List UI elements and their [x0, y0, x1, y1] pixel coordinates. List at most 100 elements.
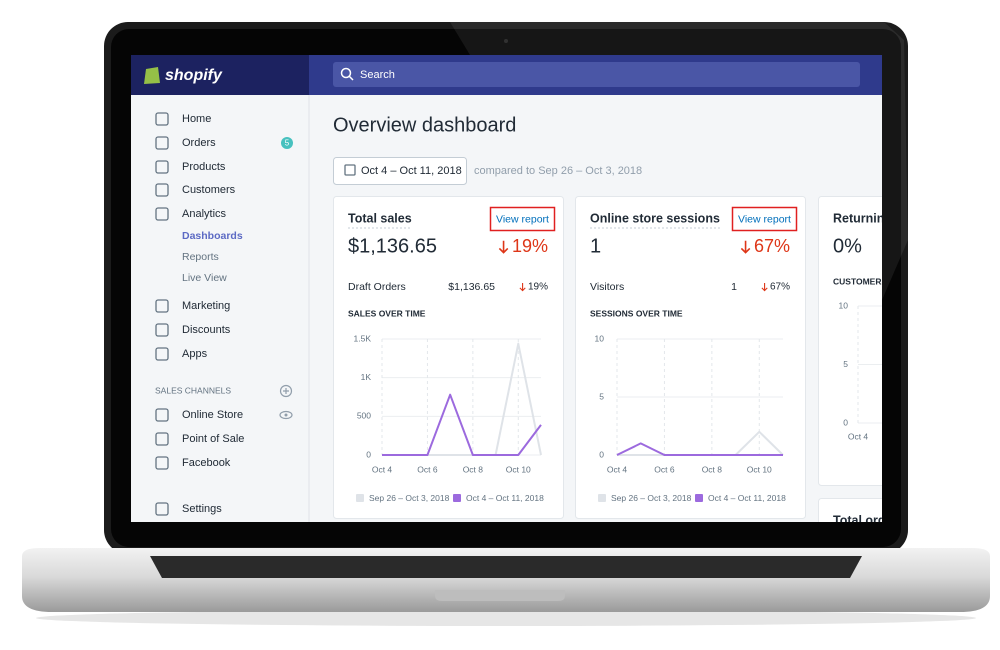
add-channel-icon — [283, 388, 289, 394]
brand-bar — [131, 55, 309, 95]
y-tick-label: 5 — [599, 391, 604, 401]
view-icon — [279, 410, 293, 420]
card — [575, 196, 806, 519]
nav-item[interactable]: Customers — [182, 184, 236, 196]
legend-swatch — [695, 494, 703, 502]
compare-text: compared to Sep 26 – Oct 3, 2018 — [474, 165, 642, 177]
card — [818, 498, 882, 522]
highlight-box — [489, 206, 556, 232]
x-tick-label: Oct 10 — [506, 464, 531, 474]
nav-icon — [155, 323, 169, 337]
legend-swatch — [356, 494, 364, 502]
x-tick-label: Oct 8 — [463, 464, 484, 474]
nav-icon — [155, 136, 169, 150]
series-line — [616, 442, 783, 456]
x-tick-label: Oct 6 — [654, 464, 675, 474]
search-placeholder: Search — [360, 69, 395, 81]
metric-value: 0% — [833, 235, 862, 257]
metric-change: 67% — [754, 236, 790, 256]
x-tick-label: Oct 4 — [848, 431, 869, 441]
add-channel-icon[interactable] — [279, 384, 293, 398]
nav-icon — [155, 207, 169, 221]
keyboard-slot — [150, 556, 862, 578]
card-title: Online store sessions — [590, 211, 720, 225]
nav-item[interactable]: Home — [182, 113, 211, 125]
x-tick-label: Oct 6 — [417, 464, 438, 474]
card — [333, 196, 564, 519]
card-title: Total sales — [348, 211, 412, 225]
nav-icon — [155, 432, 169, 446]
nav-item[interactable]: Orders — [182, 137, 216, 149]
nav-icon — [155, 456, 169, 470]
legend-label: Oct 4 – Oct 11, 2018 — [708, 493, 786, 503]
nav-icon — [155, 347, 169, 361]
nav-icon — [155, 408, 169, 422]
card-title: Total ord — [833, 513, 882, 522]
arrow-down-icon — [761, 282, 768, 292]
row-change: 67% — [770, 282, 790, 293]
y-tick-label: 5 — [843, 359, 848, 369]
search-icon — [348, 75, 354, 81]
nav-icon — [155, 112, 169, 126]
arrow-down-icon — [519, 282, 526, 292]
date-button[interactable] — [333, 157, 467, 185]
row-label: Visitors — [590, 281, 624, 293]
screen: shopify Search Overview dashboard Oct 4 … — [131, 55, 882, 522]
camera — [504, 39, 508, 43]
y-tick-label: 10 — [839, 300, 849, 310]
y-tick-label: 0 — [599, 449, 604, 459]
chart-title: SESSIONS OVER TIME — [590, 308, 683, 318]
badge — [281, 137, 293, 149]
y-tick-label: 10 — [595, 333, 605, 343]
arrow-down-icon — [740, 240, 751, 254]
logo-icon — [144, 67, 160, 84]
x-tick-label: Oct 10 — [747, 464, 772, 474]
y-tick-label: 0 — [843, 417, 848, 427]
channel-item[interactable]: Online Store — [182, 409, 243, 421]
legend-label: Sep 26 – Oct 3, 2018 — [369, 493, 450, 503]
y-tick-label: 1K — [361, 372, 372, 382]
nav-icon — [155, 183, 169, 197]
chart-title: SALES OVER TIME — [348, 308, 426, 318]
nav-item[interactable]: Analytics — [182, 208, 227, 220]
search-icon — [340, 67, 352, 79]
row-value: 1 — [731, 281, 737, 293]
date-range: Oct 4 – Oct 11, 2018 — [361, 165, 462, 177]
x-tick-label: Oct 4 — [372, 464, 393, 474]
page-title: Overview dashboard — [333, 114, 516, 136]
legend-swatch — [598, 494, 606, 502]
y-tick-label: 1.5K — [354, 333, 372, 343]
nav-item[interactable]: Products — [182, 161, 226, 173]
arrow-down-icon — [498, 240, 509, 254]
nav-item[interactable]: Marketing — [182, 300, 230, 312]
nav-icon — [155, 299, 169, 313]
view-report-link[interactable]: View report — [496, 213, 549, 225]
channel-item[interactable]: Facebook — [182, 457, 231, 469]
row-label: Draft Orders — [348, 281, 406, 293]
search-box[interactable] — [333, 62, 860, 87]
nav-item[interactable]: Discounts — [182, 324, 231, 336]
calendar-icon — [344, 164, 356, 176]
brand: shopify — [165, 67, 223, 84]
badge-count: 5 — [285, 139, 290, 148]
metric-value: 1 — [590, 235, 601, 257]
series-line — [382, 393, 542, 456]
card — [818, 196, 882, 486]
glare — [450, 22, 908, 300]
card-title: Returning — [833, 211, 882, 225]
view-report-link[interactable]: View report — [738, 213, 791, 225]
nav-item[interactable]: Apps — [182, 348, 208, 360]
metric-change: 19% — [512, 236, 548, 256]
nav-icon — [155, 160, 169, 174]
notch — [435, 590, 565, 601]
nav-subitem[interactable]: Dashboards — [182, 230, 243, 242]
legend-label: Sep 26 – Oct 3, 2018 — [611, 493, 692, 503]
nav-item[interactable]: Settings — [182, 503, 222, 515]
nav-subitem[interactable]: Reports — [182, 251, 219, 263]
y-tick-label: 0 — [366, 449, 371, 459]
legend-swatch — [453, 494, 461, 502]
chart-title: CUSTOMERS — [833, 276, 882, 286]
channel-item[interactable]: Point of Sale — [182, 433, 244, 445]
nav-subitem[interactable]: Live View — [182, 272, 227, 284]
